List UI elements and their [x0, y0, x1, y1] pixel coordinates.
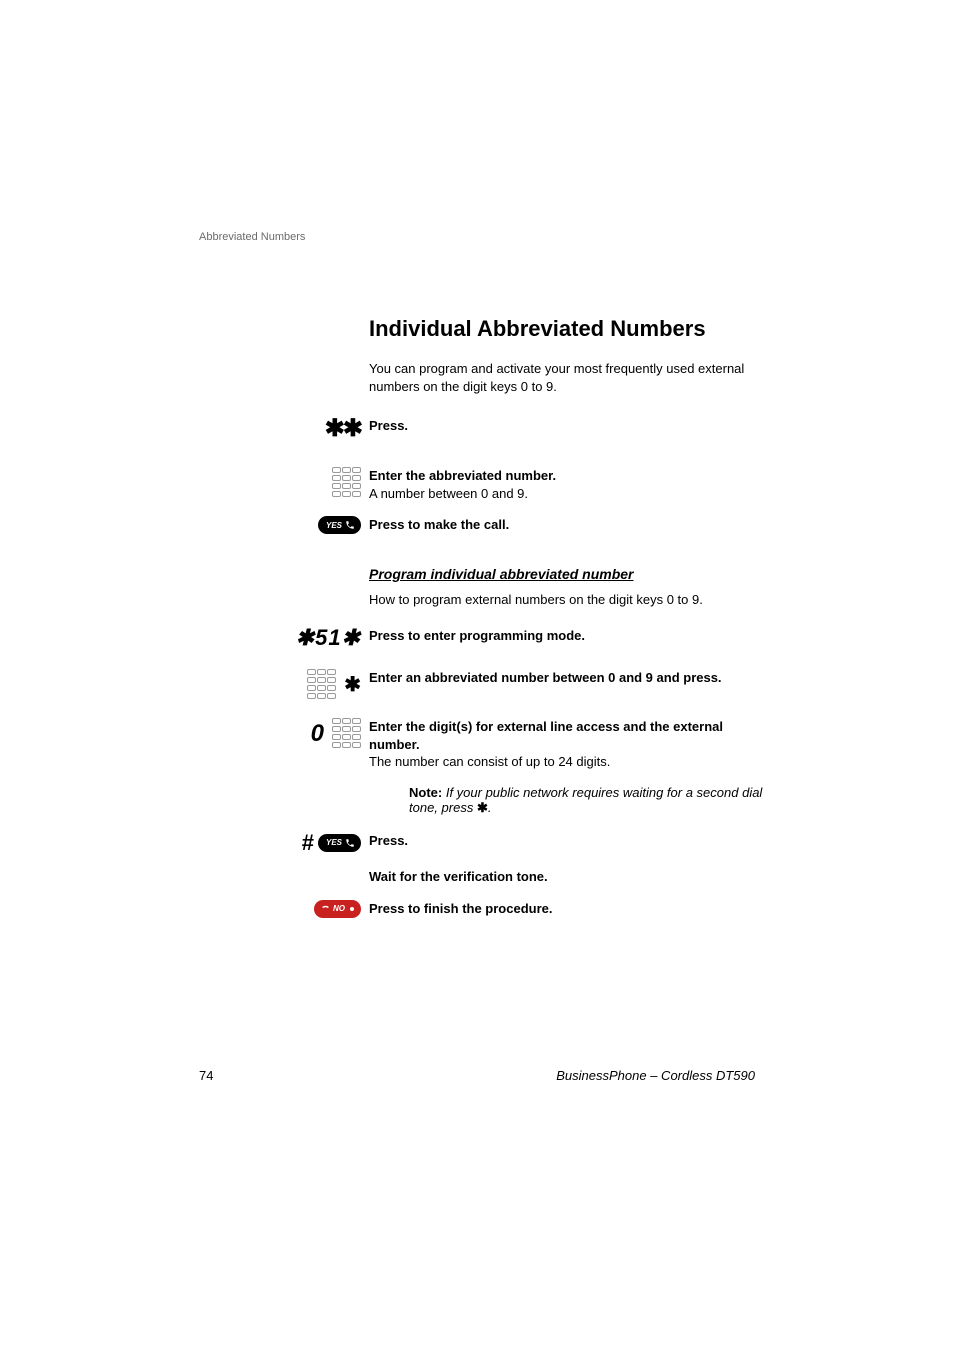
subsection-intro: How to program external numbers on the d… — [369, 592, 763, 607]
star-inline-icon: ✱ — [477, 800, 488, 815]
zero-icon: 0 — [311, 722, 324, 746]
step-instruction: Press to enter programming mode. — [369, 628, 585, 643]
handset-icon — [345, 838, 355, 848]
note-text-after: . — [488, 800, 492, 815]
note-label: Note: — [409, 785, 442, 800]
step-row: ✱ Enter an abbreviated number between 0 … — [273, 669, 763, 700]
code-star51star-icon: ✱51✱ — [296, 627, 361, 649]
step-row: ✱51✱ Press to enter programming mode. — [273, 627, 763, 649]
no-button-label: NO — [333, 904, 345, 913]
step-row: # YES Press. — [273, 832, 763, 854]
step-symbol: ✱✱ — [273, 417, 369, 441]
note-text-before: If your public network requires waiting … — [409, 785, 762, 815]
handset-down-icon — [321, 904, 330, 913]
step-instruction-bold: Enter the abbreviated number. — [369, 467, 763, 485]
step-text: Enter an abbreviated number between 0 an… — [369, 669, 763, 687]
footer-page-number: 74 — [199, 1068, 213, 1083]
power-dot-icon — [350, 907, 354, 911]
step-text: Enter the abbreviated number. A number b… — [369, 467, 763, 502]
step-row: 0 Enter the digit(s) for external line a… — [273, 718, 763, 771]
step-text: Wait for the verification tone. — [369, 868, 763, 886]
step-row: NO Press to finish the procedure. — [273, 900, 763, 918]
step-symbol: ✱51✱ — [273, 627, 369, 649]
step-instruction: Press. — [369, 418, 408, 433]
step-row: Wait for the verification tone. — [273, 868, 763, 886]
keypad-icon — [332, 467, 361, 498]
step-text: Enter the digit(s) for external line acc… — [369, 718, 763, 771]
section-title: Individual Abbreviated Numbers — [369, 316, 763, 342]
step-text: Press. — [369, 832, 763, 850]
keypad-icon — [332, 718, 361, 749]
step-symbol: NO — [273, 900, 369, 918]
star-star-icon: ✱✱ — [325, 417, 361, 441]
step-symbol: 0 — [273, 718, 369, 749]
step-symbol — [273, 467, 369, 498]
step-text: Press to enter programming mode. — [369, 627, 763, 645]
step-symbol: # YES — [273, 832, 369, 854]
step-symbol: ✱ — [273, 669, 369, 700]
star-icon: ✱ — [344, 675, 361, 695]
step-instruction: Press to finish the procedure. — [369, 901, 553, 916]
footer-document-title: BusinessPhone – Cordless DT590 — [556, 1068, 755, 1083]
step-row: ✱✱ Press. — [273, 417, 763, 441]
yes-button-label: YES — [326, 838, 342, 847]
note-block: Note: If your public network requires wa… — [409, 785, 763, 816]
step-row: YES Press to make the call. — [273, 516, 763, 534]
step-instruction: Enter an abbreviated number between 0 an… — [369, 670, 722, 685]
step-text: Press to finish the procedure. — [369, 900, 763, 918]
step-text: Press. — [369, 417, 763, 435]
step-instruction-plain: A number between 0 and 9. — [369, 485, 763, 503]
yes-button-icon: YES — [318, 516, 361, 534]
step-row: Enter the abbreviated number. A number b… — [273, 467, 763, 502]
yes-button-label: YES — [326, 521, 342, 530]
no-button-icon: NO — [314, 900, 361, 918]
keypad-icon — [307, 669, 336, 700]
step-instruction: Press to make the call. — [369, 517, 509, 532]
page-header: Abbreviated Numbers — [199, 231, 305, 243]
step-symbol-empty — [273, 868, 369, 886]
yes-button-icon: YES — [318, 834, 361, 852]
step-instruction-plain: The number can consist of up to 24 digit… — [369, 753, 763, 771]
subsection-heading: Program individual abbreviated number — [369, 566, 763, 582]
step-instruction: Wait for the verification tone. — [369, 869, 548, 884]
step-instruction: Press. — [369, 833, 408, 848]
hash-icon: # — [302, 832, 314, 854]
section-intro: You can program and activate your most f… — [369, 360, 763, 395]
main-content: Individual Abbreviated Numbers You can p… — [273, 316, 763, 932]
handset-icon — [345, 520, 355, 530]
step-instruction-bold: Enter the digit(s) for external line acc… — [369, 718, 763, 753]
step-text: Press to make the call. — [369, 516, 763, 534]
step-symbol: YES — [273, 516, 369, 534]
